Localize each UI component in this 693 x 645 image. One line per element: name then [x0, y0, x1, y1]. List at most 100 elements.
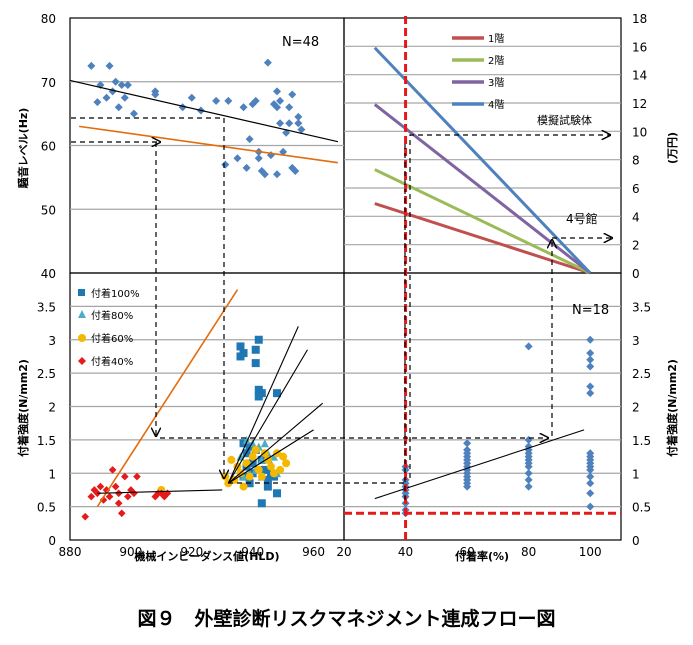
y-tick-label: 0 — [632, 267, 640, 281]
data-point — [294, 112, 303, 121]
y-tick-label: 14 — [632, 69, 647, 83]
data-point — [260, 465, 269, 474]
data-point — [463, 439, 472, 448]
data-point — [129, 109, 138, 118]
data-point — [151, 90, 160, 99]
bottom-right-y-axis-title: 付着強度(N/mm2) — [665, 359, 679, 457]
data-point — [123, 80, 132, 89]
data-point — [242, 435, 251, 444]
x-tick-label: 880 — [59, 545, 82, 559]
y-tick-label: 3.5 — [632, 300, 651, 314]
data-point — [273, 103, 282, 112]
y-tick-label: 2.5 — [632, 367, 651, 381]
data-point — [81, 512, 90, 521]
data-point — [117, 80, 126, 89]
data-point — [127, 486, 135, 494]
data-point — [239, 349, 248, 358]
trend-line — [79, 125, 339, 164]
data-point — [221, 160, 230, 169]
tick-labels: 405060708002468101214161800.511.522.533.… — [37, 12, 651, 559]
data-point — [114, 499, 123, 508]
data-point — [291, 167, 300, 175]
x-tick-label: 40 — [398, 545, 413, 559]
data-point — [187, 93, 196, 102]
legend-marker-60 — [78, 334, 86, 342]
legend-label-floor4: 4階 — [488, 99, 504, 111]
adhesion-legend: 付着100% 付着80% 付着60% 付着40% — [78, 287, 140, 368]
data-point — [245, 472, 254, 481]
legend-label-80: 付着80% — [91, 309, 133, 322]
bottom-left-x-axis-title: 機械インピーダンス値(HLD) — [134, 549, 279, 563]
data-point — [524, 469, 533, 478]
y-tick-label: 8 — [632, 154, 640, 168]
data-point — [586, 502, 595, 511]
data-point — [294, 119, 303, 128]
data-point — [273, 389, 282, 398]
data-point — [87, 61, 96, 70]
data-point — [121, 472, 129, 481]
data-point — [105, 61, 114, 70]
data-point — [239, 482, 248, 491]
trend-line — [228, 429, 314, 484]
y-tick-label: 12 — [632, 97, 647, 111]
y-tick-label: 0.5 — [37, 501, 56, 515]
data-point — [257, 472, 266, 481]
panel-frames — [69, 17, 622, 541]
data-point — [212, 96, 221, 105]
y-tick-label: 0 — [48, 534, 56, 548]
y-tick-label: 1.5 — [632, 434, 651, 448]
legend-label-floor3: 3階 — [488, 77, 504, 89]
data-point — [263, 455, 272, 464]
legend-label-100: 付着100% — [91, 287, 140, 300]
x-tick-label: 20 — [336, 545, 351, 559]
data-point — [273, 489, 282, 498]
mock-specimen-label: 模擬試験体 — [537, 113, 592, 127]
data-point — [221, 472, 230, 481]
data-point — [254, 335, 263, 344]
data-point — [108, 466, 117, 474]
data-point — [111, 482, 120, 491]
data-point — [99, 496, 108, 504]
y-tick-label: 80 — [41, 12, 56, 26]
x-tick-label: 60 — [459, 545, 474, 559]
building4-label: 4号館 — [566, 211, 598, 226]
data-point — [269, 469, 278, 478]
y-tick-label: 3.5 — [37, 300, 56, 314]
data-point — [263, 58, 272, 67]
data-point — [105, 492, 114, 501]
data-point — [239, 103, 248, 112]
top-left-y-axis-title: 騒音レベル(Hz) — [16, 108, 30, 189]
bottom-right-x-axis-title: 付着率(%) — [455, 549, 509, 563]
data-point — [276, 96, 285, 105]
data-point — [266, 462, 275, 471]
data-point — [263, 482, 272, 491]
data-point — [114, 489, 123, 498]
y-tick-label: 70 — [41, 76, 56, 90]
y-tick-label: 4 — [632, 210, 640, 224]
x-tick-label: 940 — [241, 545, 264, 559]
trend-line — [69, 79, 339, 143]
data-point — [93, 489, 102, 498]
bottom-left-plot — [81, 289, 324, 521]
bottom-right-plot — [344, 16, 621, 540]
x-tick-label: 100 — [579, 545, 602, 559]
y-tick-label: 3 — [632, 334, 640, 348]
data-point — [524, 482, 533, 491]
flow-arrow — [71, 117, 224, 478]
trend-line — [97, 489, 223, 494]
data-point — [257, 455, 266, 464]
y-tick-label: 1 — [48, 467, 56, 481]
data-point — [282, 459, 291, 468]
top-right-frame — [343, 17, 622, 274]
data-point — [524, 342, 533, 351]
legend-marker-40 — [78, 357, 86, 365]
data-point — [586, 382, 595, 391]
y-tick-label: 0.5 — [632, 501, 651, 515]
data-point — [102, 486, 111, 494]
y-tick-label: 60 — [41, 140, 56, 154]
y-tick-label: 10 — [632, 125, 647, 139]
data-point — [124, 492, 132, 501]
data-point — [120, 93, 129, 102]
data-point — [251, 445, 260, 454]
